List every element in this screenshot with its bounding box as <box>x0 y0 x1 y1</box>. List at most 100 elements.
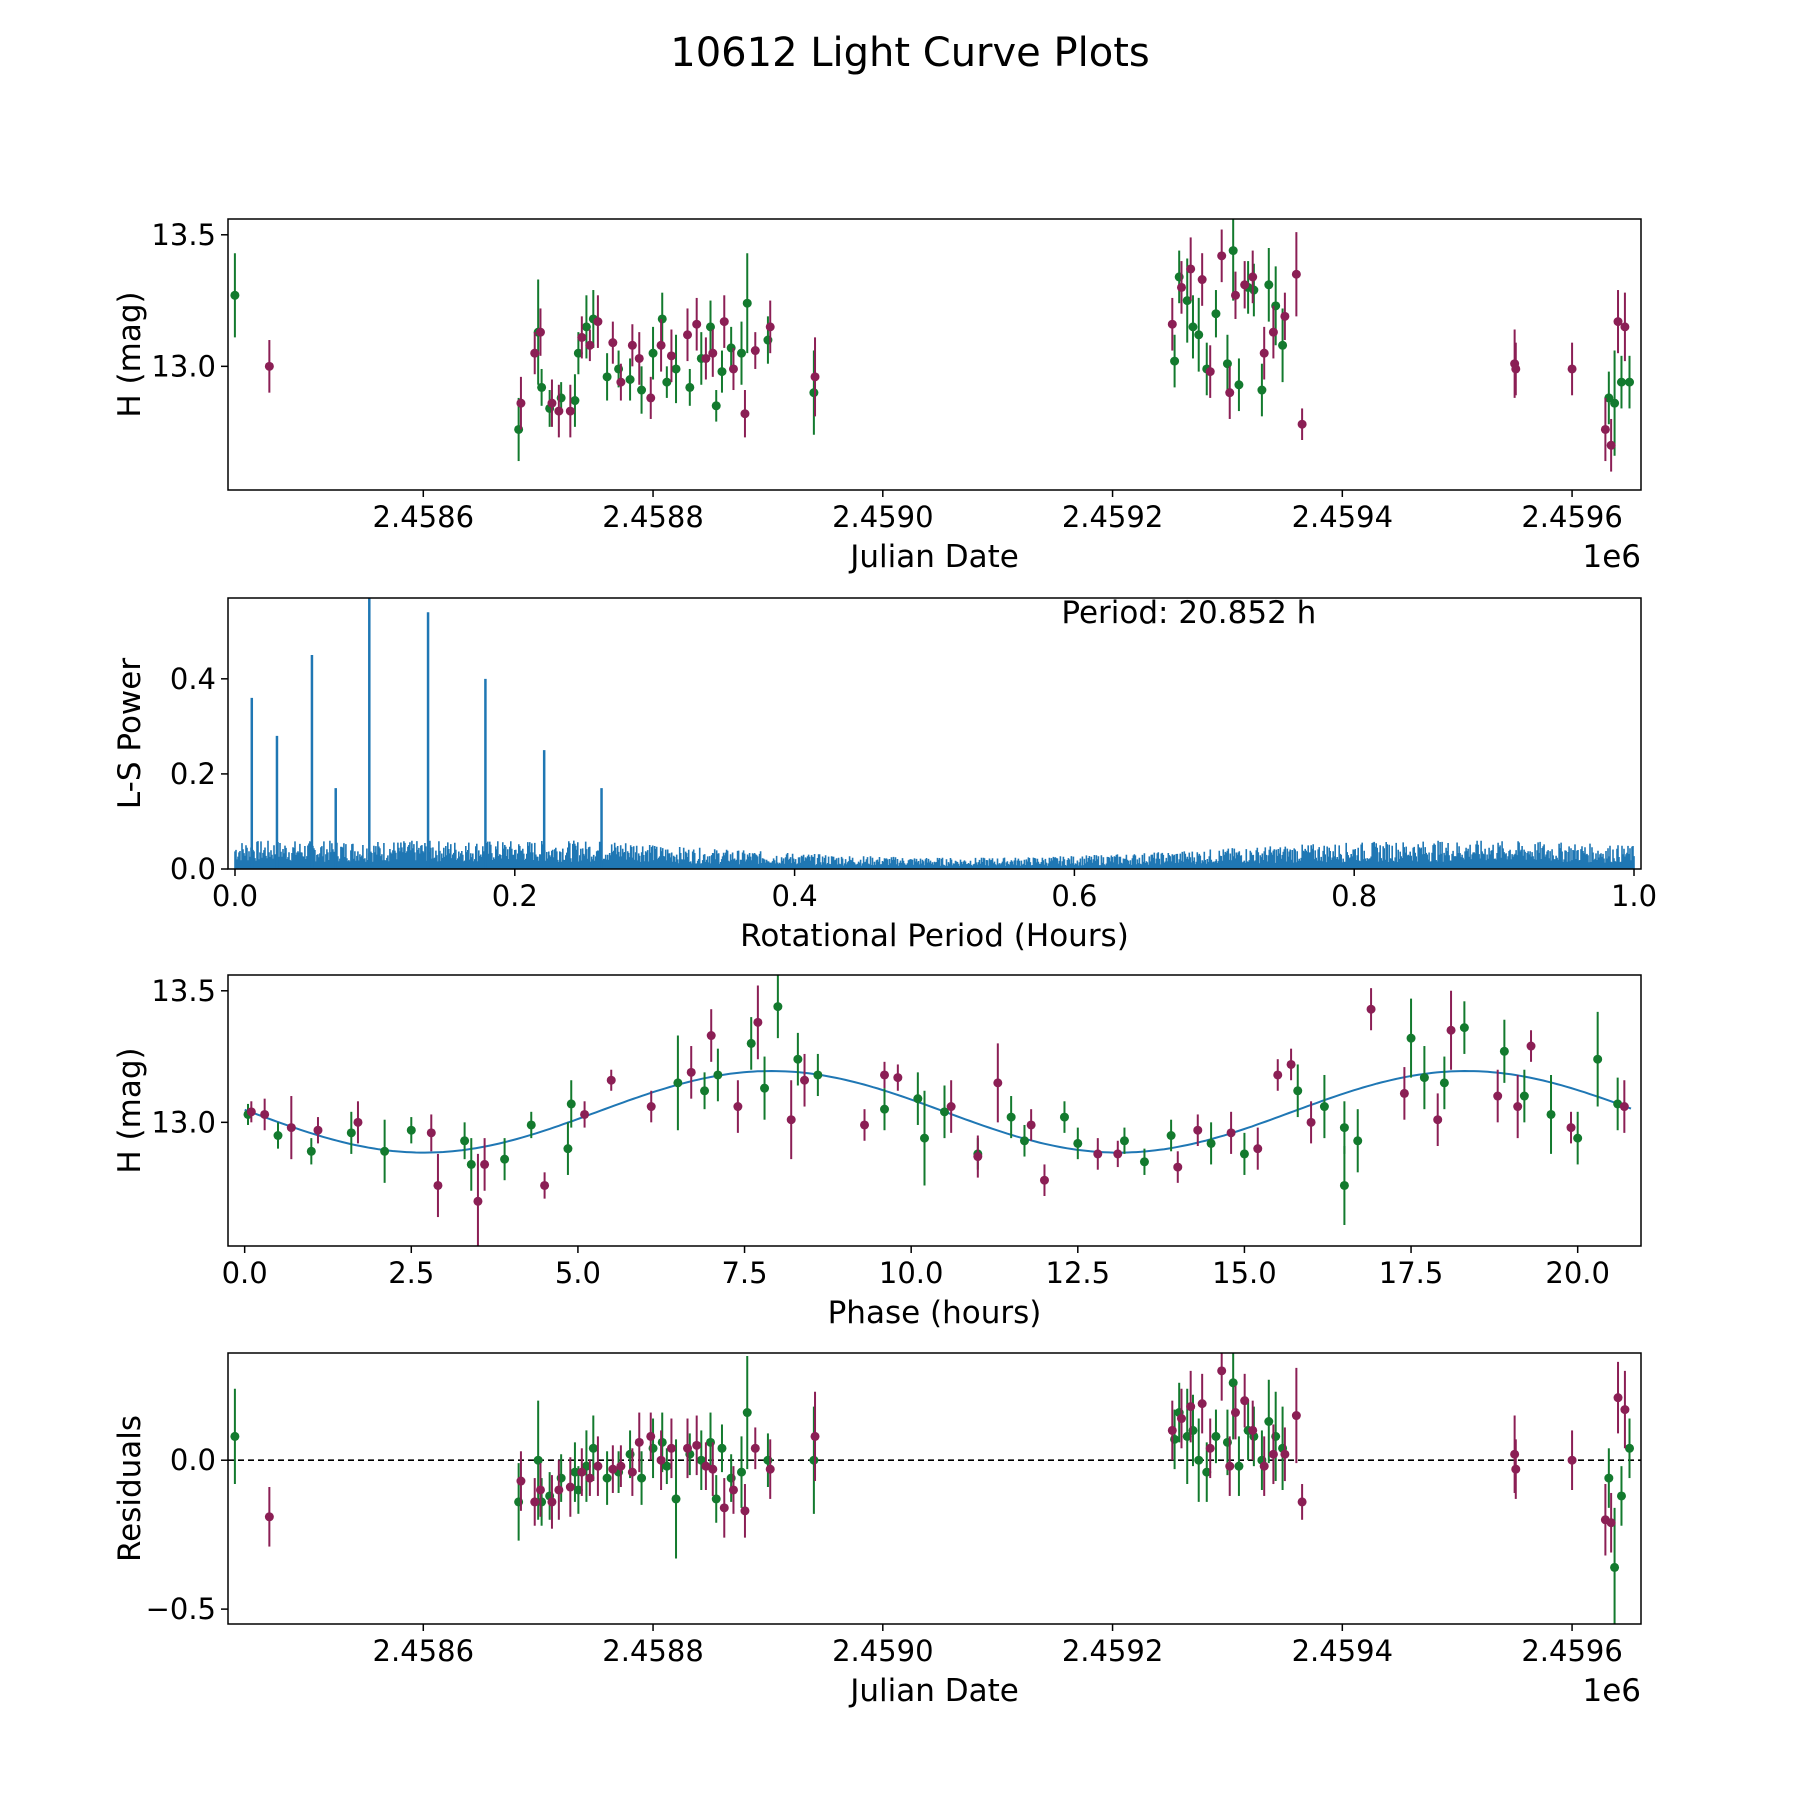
residuals-point-magenta <box>1197 1399 1207 1409</box>
periodogram-panel: 0.0 0.2 0.4 0.6 0.8 1.0 0.0 0.2 0.4 Rotational Pe… <box>112 595 1657 954</box>
periodogram-xtick-label: 0.2 <box>492 879 538 913</box>
phased-point-magenta <box>1226 1128 1236 1138</box>
phased-xtick-label: 20.0 <box>1545 1256 1610 1290</box>
lightcurve-point-magenta <box>1230 290 1240 300</box>
residuals-point-magenta <box>593 1461 603 1471</box>
residuals-point-green <box>711 1494 721 1504</box>
lightcurve-point-green <box>1257 385 1267 395</box>
phased-point-magenta <box>686 1067 696 1077</box>
lightcurve-point-green <box>1170 356 1180 366</box>
phased-point-green <box>1319 1102 1329 1112</box>
phased-ylabel: H (mag) <box>112 1047 148 1173</box>
phased-point-magenta <box>540 1180 550 1190</box>
residuals-point-magenta <box>701 1461 711 1471</box>
lightcurve-point-magenta <box>656 340 666 350</box>
phased-ytick-label: 13.0 <box>151 1105 216 1139</box>
phased-point-green <box>920 1133 930 1143</box>
phased-point-green <box>1339 1123 1349 1133</box>
phased-point-magenta <box>1253 1144 1263 1154</box>
residuals-ytick-label: 0.0 <box>170 1443 216 1477</box>
residuals-point-green <box>742 1408 752 1418</box>
periodogram-xtick-label: 0.4 <box>772 879 818 913</box>
residuals-point-magenta <box>1567 1455 1577 1465</box>
lightcurve-point-green <box>717 367 727 377</box>
periodogram-ytick-label: 0.4 <box>170 662 216 696</box>
lightcurve-point-magenta <box>1297 419 1307 429</box>
lightcurve-xtick-label: 2.4592 <box>1062 500 1163 534</box>
residuals-point-green <box>717 1443 727 1453</box>
residuals-point-magenta <box>1240 1396 1250 1406</box>
phased-ytick-label: 13.5 <box>151 974 216 1008</box>
lightcurve-point-magenta <box>627 340 637 350</box>
residuals-point-magenta <box>616 1461 626 1471</box>
phased-point-magenta <box>973 1152 983 1162</box>
lightcurve-point-magenta <box>701 353 711 363</box>
period-annotation: Period: 20.852 h <box>1061 595 1316 631</box>
phased-point-green <box>306 1146 316 1156</box>
lightcurve-panel: 2.4586 2.4588 2.4590 2.4592 2.4594 2.4596 13.0… <box>112 218 1642 575</box>
residuals-point-green <box>1604 1473 1614 1483</box>
periodogram-ytick-label: 0.2 <box>170 757 216 791</box>
lightcurve-point-green <box>1616 377 1626 387</box>
lightcurve-point-magenta <box>585 340 595 350</box>
phased-point-green <box>746 1038 756 1048</box>
lightcurve-point-magenta <box>1248 272 1258 282</box>
residuals-point-magenta <box>1230 1408 1240 1418</box>
phased-xtick-label: 0.0 <box>222 1256 268 1290</box>
phased-point-green <box>1339 1180 1349 1190</box>
figure-title: 10612 Light Curve Plots <box>670 30 1149 76</box>
residuals-xtick-label: 2.4592 <box>1062 1634 1163 1668</box>
phased-point-green <box>1419 1073 1429 1083</box>
residuals-point-magenta <box>1205 1443 1215 1453</box>
lightcurve-point-green <box>637 385 647 395</box>
phased-point-green <box>500 1154 510 1164</box>
phased-point-green <box>1459 1023 1469 1033</box>
residuals-point-magenta <box>585 1473 595 1483</box>
phased-point-green <box>1439 1078 1449 1088</box>
phased-point-magenta <box>733 1102 743 1112</box>
phased-point-green <box>466 1159 476 1169</box>
residuals-point-magenta <box>765 1464 775 1474</box>
residuals-point-magenta <box>1620 1405 1630 1415</box>
lightcurve-point-magenta <box>1268 327 1278 337</box>
lightcurve-ylabel: H (mag) <box>112 291 148 417</box>
phased-point-green <box>273 1130 283 1140</box>
phased-point-magenta <box>753 1017 763 1027</box>
lightcurve-point-magenta <box>1225 388 1235 398</box>
residuals-point-magenta <box>264 1512 274 1522</box>
periodogram-ylabel: L-S Power <box>112 658 148 809</box>
lightcurve-point-green <box>573 348 583 358</box>
residuals-point-magenta <box>1176 1414 1186 1424</box>
lightcurve-point-green <box>1234 380 1244 390</box>
residuals-xlabel: Julian Date <box>848 1673 1019 1709</box>
periodogram-xlabel: Rotational Period (Hours) <box>740 918 1129 954</box>
lightcurve-point-magenta <box>565 406 575 416</box>
lightcurve-point-green <box>581 322 591 332</box>
residuals-point-green <box>1264 1416 1274 1426</box>
phased-point-magenta <box>580 1109 590 1119</box>
phased-point-green <box>566 1099 576 1109</box>
residuals-point-magenta <box>1217 1366 1227 1376</box>
residuals-point-green <box>602 1473 612 1483</box>
residuals-point-magenta <box>719 1503 729 1513</box>
phased-xtick-label: 12.5 <box>1046 1256 1111 1290</box>
phased-point-magenta <box>1093 1149 1103 1159</box>
lightcurve-point-green <box>648 348 658 358</box>
residuals-point-green <box>230 1431 240 1441</box>
residuals-point-magenta <box>656 1455 666 1465</box>
residuals-point-green <box>1194 1455 1204 1465</box>
lightcurve-point-green <box>671 364 681 374</box>
fit-curve <box>244 1069 1632 1154</box>
phased-point-green <box>1139 1157 1149 1167</box>
lightcurve-point-magenta <box>616 377 626 387</box>
phased-point-magenta <box>646 1102 656 1112</box>
lightcurve-point-magenta <box>1511 364 1521 374</box>
residuals-point-magenta <box>692 1440 702 1450</box>
residuals-ytick-label: −0.5 <box>146 1592 216 1626</box>
lightcurve-point-green <box>685 382 695 392</box>
residuals-point-green <box>1228 1378 1238 1388</box>
residuals-point-magenta <box>530 1497 540 1507</box>
residuals-point-magenta <box>1186 1402 1196 1412</box>
phased-point-green <box>1546 1109 1556 1119</box>
